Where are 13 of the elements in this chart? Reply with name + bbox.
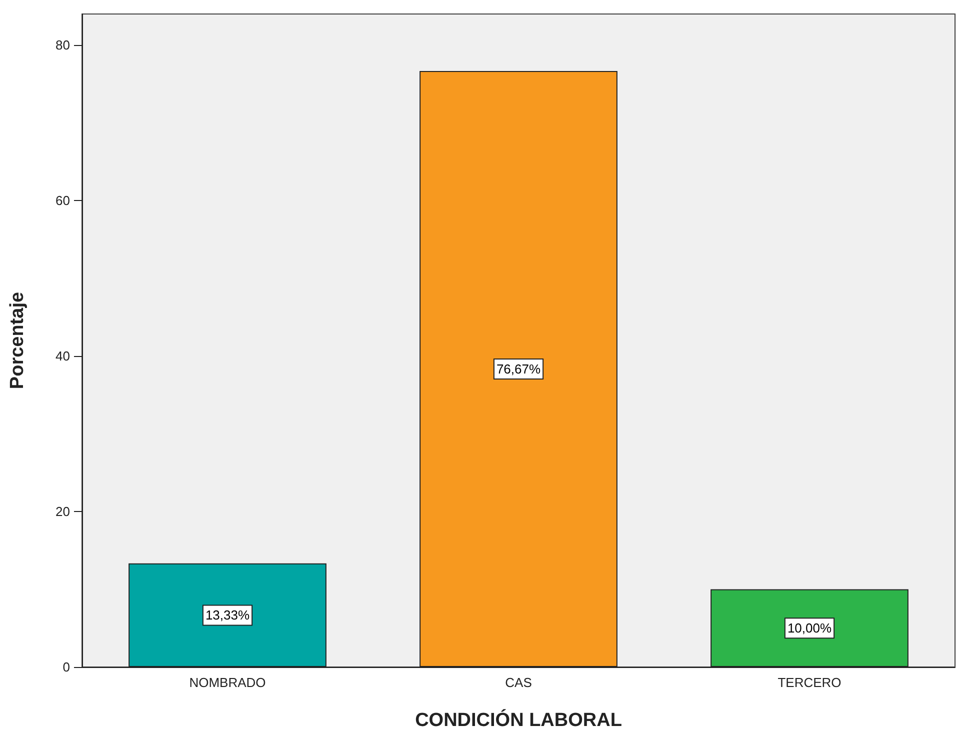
- data-label: 10,00%: [787, 620, 832, 636]
- x-tick-label: NOMBRADO: [189, 675, 266, 690]
- y-tick-label: 0: [62, 660, 70, 674]
- x-tick-label: CAS: [505, 675, 532, 690]
- data-label: 13,33%: [205, 608, 250, 623]
- y-axis-title: Porcentaje: [7, 292, 28, 390]
- y-tick-label: 60: [56, 193, 70, 208]
- data-label: 76,67%: [496, 361, 541, 376]
- x-axis-title: CONDICIÓN LABORAL: [415, 709, 622, 731]
- x-tick-label: TERCERO: [778, 675, 842, 690]
- y-tick-label: 80: [56, 38, 70, 53]
- y-tick-label: 20: [56, 504, 70, 520]
- y-tick-label: 40: [56, 348, 70, 364]
